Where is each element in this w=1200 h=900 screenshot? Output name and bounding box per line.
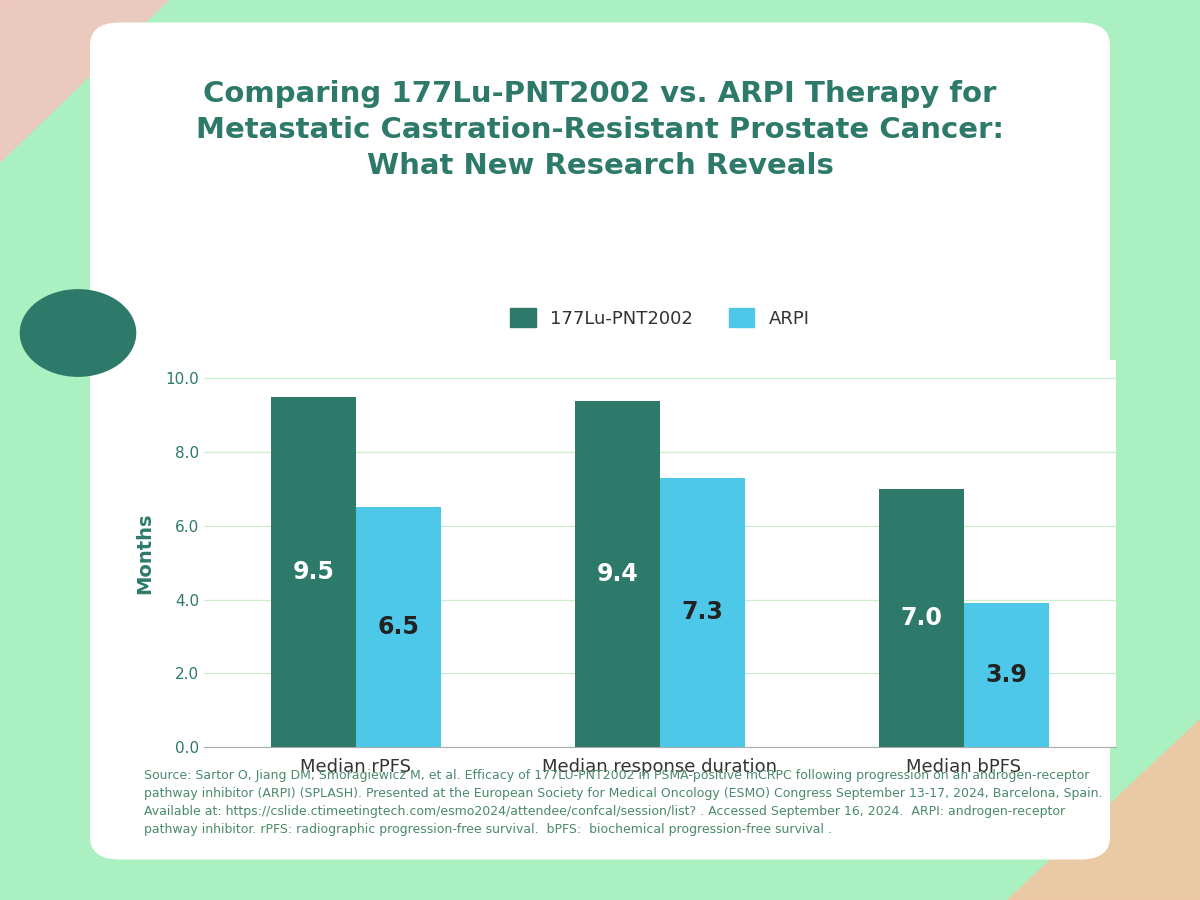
Bar	[964, 603, 1049, 747]
Text: 6.5: 6.5	[378, 616, 420, 639]
Text: 9.5: 9.5	[293, 560, 335, 584]
Text: 9.4: 9.4	[596, 562, 638, 586]
Bar	[878, 489, 964, 747]
Bar	[660, 478, 745, 747]
FancyBboxPatch shape	[90, 22, 1110, 860]
Bar	[575, 400, 660, 747]
Bar	[271, 397, 356, 747]
Text: Metastatic Castration-Resistant Prostate Cancer:: Metastatic Castration-Resistant Prostate…	[196, 116, 1004, 145]
Text: 3.9: 3.9	[985, 663, 1027, 687]
Text: 7.0: 7.0	[900, 606, 942, 630]
Polygon shape	[1008, 720, 1200, 900]
Text: Source: Sartor O, Jiang DM, Smoragiewicz M, et al. Efficacy of 177LU-PNT2002 in : Source: Sartor O, Jiang DM, Smoragiewicz…	[144, 770, 1103, 836]
Text: What New Research Reveals: What New Research Reveals	[366, 152, 834, 181]
Text: Comparing 177Lu-PNT2002 vs. ARPI Therapy for: Comparing 177Lu-PNT2002 vs. ARPI Therapy…	[203, 80, 997, 109]
Legend: 177Lu-PNT2002, ARPI: 177Lu-PNT2002, ARPI	[502, 300, 818, 337]
Bar	[356, 508, 442, 747]
Polygon shape	[0, 0, 168, 162]
Y-axis label: Months: Months	[136, 513, 155, 594]
Circle shape	[20, 290, 136, 376]
Text: 7.3: 7.3	[682, 600, 724, 625]
